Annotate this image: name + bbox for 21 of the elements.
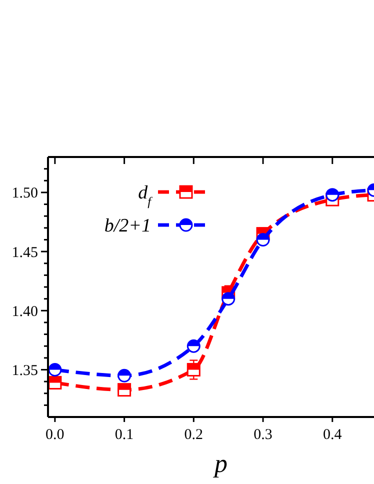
point [186,362,200,376]
point [48,362,62,376]
y-tick-label: 1.35 [12,362,38,379]
point [186,339,200,353]
y-tick-label: 1.40 [12,304,38,320]
x-tick-label: 0.2 [184,427,204,443]
y-tick-label: 1.45 [12,244,38,261]
point [222,292,236,306]
x-tick-label: 0.1 [114,427,134,443]
point [326,188,340,202]
point [118,368,132,382]
x-tick-label: 0.3 [254,427,272,443]
x-tick-label: 0.4 [323,427,342,443]
point [256,232,270,246]
x-axis-title: p [212,449,228,478]
point [118,383,132,397]
legend-label: b/2+1 [104,216,151,237]
y-tick-label: 1.50 [12,186,38,202]
x-tick-label: 0.0 [46,427,64,443]
point [48,376,62,390]
legend-label: d$_{f}$ [138,182,153,209]
